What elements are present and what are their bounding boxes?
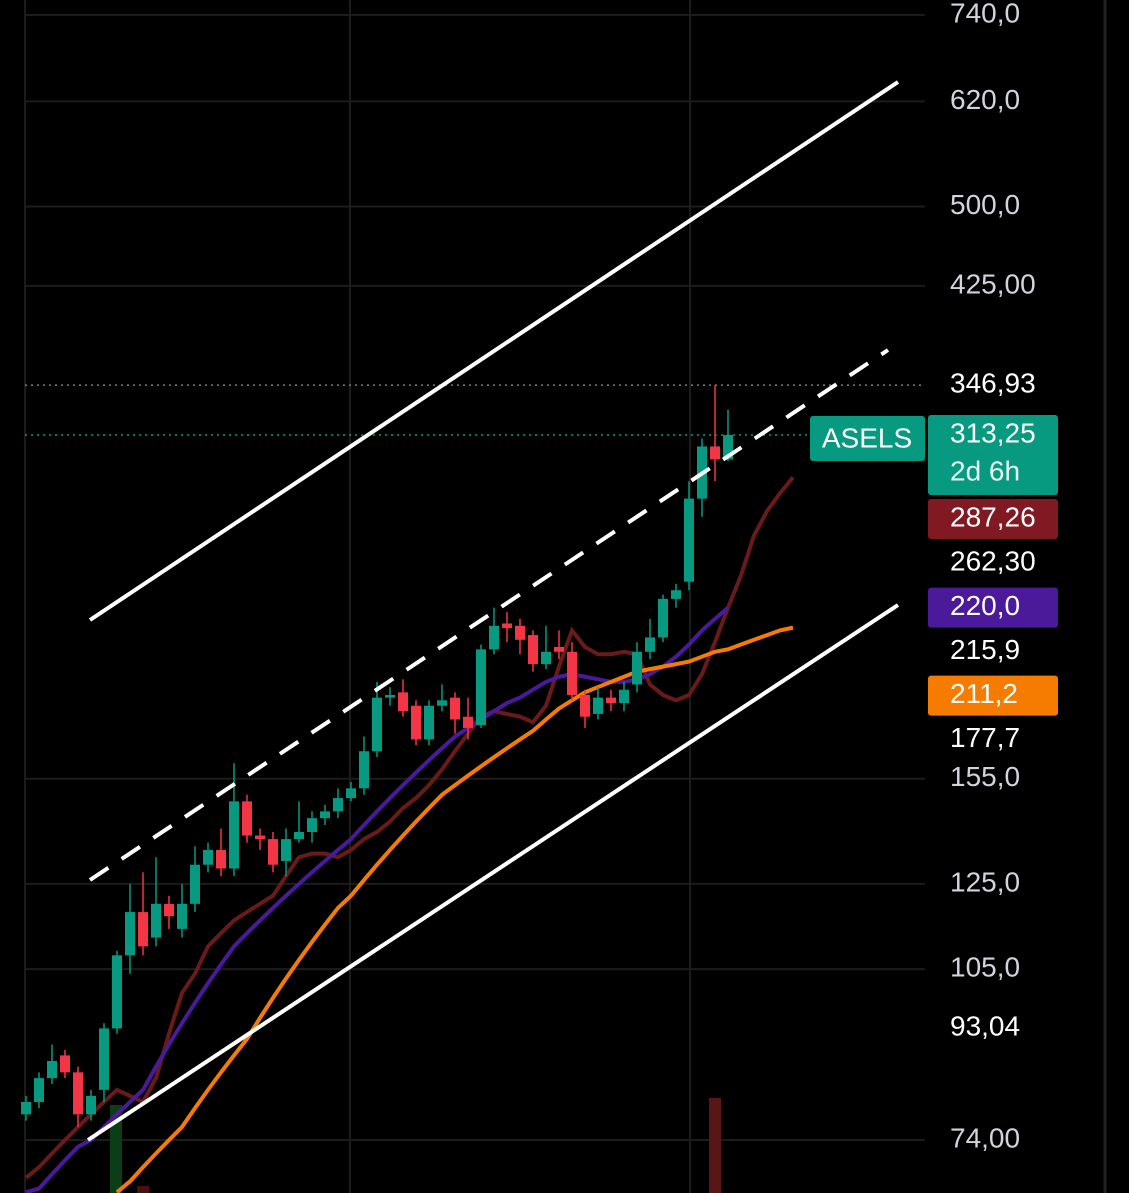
countdown: 2d 6h xyxy=(950,455,1020,486)
candle-body xyxy=(580,694,590,717)
moving-average xyxy=(24,476,795,1180)
symbol-badge xyxy=(810,416,925,461)
candle-body xyxy=(333,798,343,812)
volume xyxy=(110,1098,721,1193)
candle-body xyxy=(567,651,577,695)
candle-body xyxy=(684,498,694,582)
candle-body xyxy=(268,839,278,865)
candle-body xyxy=(99,1028,109,1090)
candle-body xyxy=(190,864,200,904)
candle-body xyxy=(619,689,629,704)
candle-body xyxy=(645,637,655,652)
candle-body xyxy=(255,835,265,840)
candle-body xyxy=(320,811,330,819)
candle-body xyxy=(151,903,161,938)
moving-average xyxy=(115,625,794,1193)
candle-body xyxy=(606,697,616,704)
y-tick-label: 155,0 xyxy=(950,761,1020,792)
trend-lines xyxy=(86,80,900,1142)
candle-body xyxy=(463,716,473,728)
candle-body xyxy=(502,623,512,629)
candle-body xyxy=(307,818,317,833)
candle-body xyxy=(346,788,356,799)
candle-body xyxy=(632,651,642,685)
candle-body xyxy=(60,1055,70,1073)
volume-bar xyxy=(110,1105,122,1193)
price-label: 346,93 xyxy=(950,367,1036,398)
candle-body xyxy=(671,590,681,599)
candle-body xyxy=(177,903,187,929)
y-tick-label: 500,0 xyxy=(950,189,1020,220)
price-badge xyxy=(928,675,1058,716)
candle-body xyxy=(21,1101,31,1115)
y-tick-label: 620,0 xyxy=(950,84,1020,115)
channel-lower xyxy=(86,603,900,1142)
candle-body xyxy=(489,625,499,650)
price-label: 215,9 xyxy=(950,634,1020,665)
symbol: ASELS xyxy=(822,422,912,453)
price-badge xyxy=(928,414,1058,495)
candle-body xyxy=(723,434,733,460)
y-tick-label: 740,0 xyxy=(950,0,1020,28)
candle-body xyxy=(710,446,720,460)
volume-bar xyxy=(137,1186,149,1193)
candle-body xyxy=(515,625,525,640)
candle-body xyxy=(541,651,551,665)
candle-body xyxy=(229,801,239,869)
candle-body xyxy=(528,635,538,665)
candle-body xyxy=(411,705,421,740)
candle-body xyxy=(424,705,434,740)
candle-body xyxy=(203,849,213,865)
candle-body xyxy=(294,832,304,840)
candle-body xyxy=(450,697,460,720)
channel-upper xyxy=(88,80,900,622)
candle-body xyxy=(372,697,382,752)
price-label: 262,30 xyxy=(950,545,1036,576)
price-label: 177,7 xyxy=(950,722,1020,753)
price-label: 211,2 xyxy=(950,678,1018,709)
candle-body xyxy=(658,598,668,638)
y-tick-label: 74,00 xyxy=(950,1122,1020,1153)
candle-body xyxy=(112,955,122,1029)
price-label: 313,25 xyxy=(950,417,1036,448)
candle-body xyxy=(216,849,226,869)
candle-body xyxy=(125,912,135,956)
candle-body xyxy=(73,1072,83,1115)
candle-body xyxy=(437,700,447,706)
candle-body xyxy=(385,694,395,698)
price-axis: 740,0 620,0 500,0 425,00 155,0 125,0 105,0 74,0… xyxy=(928,0,1058,1153)
candle-body xyxy=(398,692,408,712)
y-tick-label: 425,00 xyxy=(950,268,1036,299)
candle-body xyxy=(281,839,291,861)
y-tick-label: 125,0 xyxy=(950,866,1020,897)
price-badge xyxy=(928,587,1058,628)
price-badge xyxy=(928,498,1058,539)
candle-body xyxy=(34,1078,44,1102)
price-label: 287,26 xyxy=(950,501,1036,532)
channel-mid xyxy=(88,348,890,882)
y-tick-label: 105,0 xyxy=(950,951,1020,982)
candle-body xyxy=(138,912,148,947)
candle-body xyxy=(47,1060,57,1079)
candle-body xyxy=(554,646,564,652)
candle-body xyxy=(359,751,369,789)
price-label: 220,0 xyxy=(950,590,1020,621)
candle-body xyxy=(164,903,174,917)
candle-body xyxy=(593,697,603,714)
price-label: 93,04 xyxy=(950,1011,1020,1042)
candle-body xyxy=(476,649,486,726)
candle-body xyxy=(242,801,252,836)
candle-body xyxy=(86,1095,96,1115)
volume-bar xyxy=(709,1098,721,1193)
